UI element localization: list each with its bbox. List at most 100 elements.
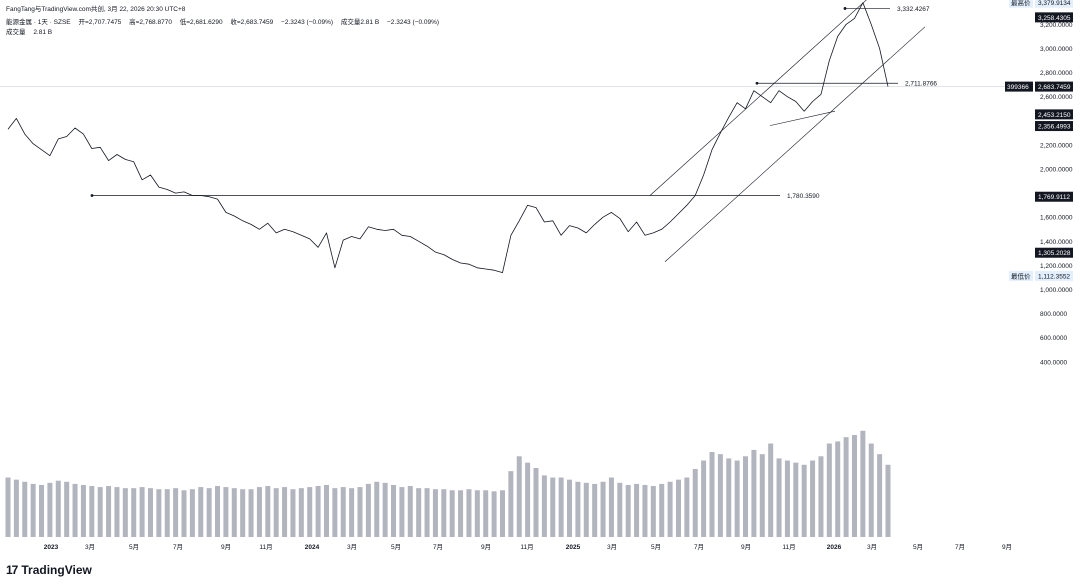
volume-bar bbox=[315, 486, 321, 537]
volume-bar bbox=[240, 489, 246, 537]
time-tick-label: 11月 bbox=[520, 543, 533, 551]
low-value: 低=2,681.6290 bbox=[179, 19, 223, 26]
open-value: 开=2,707.7475 bbox=[78, 19, 122, 26]
volume-bar bbox=[424, 488, 430, 537]
volume-bar bbox=[89, 486, 95, 537]
volume-bar bbox=[516, 456, 522, 537]
volume-bar bbox=[659, 483, 665, 537]
volume-bar bbox=[793, 462, 799, 537]
change-value: −2.3243 (−0.09%) bbox=[281, 19, 334, 26]
price-tick-label: 400.0000 bbox=[1040, 359, 1067, 366]
price-label-prefix-box bbox=[1009, 270, 1033, 281]
price-label-box bbox=[1035, 109, 1073, 120]
volume-bar bbox=[5, 477, 11, 537]
volume-bar bbox=[801, 464, 807, 537]
price-tick-label: 3,000.0000 bbox=[1040, 46, 1073, 53]
price-label: 1,305.2028 bbox=[1038, 250, 1071, 257]
volume-bar bbox=[650, 486, 656, 537]
annotation-dot bbox=[90, 194, 94, 197]
volume-bar bbox=[474, 490, 480, 537]
volume-bar bbox=[357, 487, 363, 537]
volume-bar bbox=[835, 441, 841, 537]
volume-bar bbox=[298, 488, 304, 537]
volume-bar bbox=[290, 489, 296, 537]
volume-bar bbox=[131, 488, 137, 537]
volume-bar bbox=[567, 479, 573, 537]
price-tick-label: 1,200.0000 bbox=[1040, 263, 1073, 270]
time-tick-label: 5月 bbox=[651, 543, 661, 551]
volume-legend: 成交量 2.81 B bbox=[6, 26, 58, 36]
volume-bar bbox=[592, 483, 598, 537]
annotation-label: 3,332.4267 bbox=[897, 6, 930, 13]
volume-bar bbox=[181, 490, 187, 537]
volume-bar bbox=[575, 481, 581, 537]
price-tick-label: 1,400.0000 bbox=[1040, 239, 1073, 246]
volume-bar bbox=[667, 481, 673, 537]
volume-bar bbox=[147, 488, 153, 537]
price-label-box bbox=[1035, 12, 1073, 23]
volume-bar bbox=[382, 482, 388, 537]
price-tick-label: 1,600.0000 bbox=[1040, 215, 1073, 222]
tradingview-footer[interactable]: 17 TradingView bbox=[6, 563, 92, 577]
price-label-prefix: 399366 bbox=[1007, 84, 1029, 91]
volume-bar bbox=[198, 487, 204, 537]
time-tick-label: 7月 bbox=[173, 543, 183, 551]
volume-bar bbox=[684, 477, 690, 537]
time-tick-label: 11月 bbox=[782, 543, 795, 551]
volume-bar bbox=[399, 487, 405, 537]
volume-bar bbox=[726, 458, 732, 537]
volume-bar bbox=[885, 464, 891, 537]
price-tick-label: 2,000.0000 bbox=[1040, 167, 1073, 174]
channel-upper-line bbox=[649, 0, 867, 196]
volume-bar bbox=[550, 477, 556, 537]
volume-bar bbox=[432, 489, 438, 537]
time-tick-label: 5月 bbox=[391, 543, 401, 551]
volume-bar bbox=[458, 490, 464, 537]
price-tick-label: 3,200.0000 bbox=[1040, 22, 1073, 29]
volume-bar bbox=[441, 489, 447, 537]
price-tick-label: 2,600.0000 bbox=[1040, 94, 1073, 101]
close-value: 收=2,683.7459 bbox=[230, 19, 274, 26]
price-label: 3,258.4305 bbox=[1038, 15, 1071, 22]
time-tick-label: 9月 bbox=[481, 543, 491, 551]
volume-bar bbox=[466, 489, 472, 537]
time-tick-label: 7月 bbox=[433, 543, 443, 551]
volume-bar bbox=[64, 481, 70, 537]
time-tick-label: 9月 bbox=[1002, 543, 1012, 551]
time-tick-label: 9月 bbox=[221, 543, 231, 551]
volume-bar bbox=[508, 471, 514, 537]
volume-bar bbox=[273, 488, 279, 537]
price-label-box bbox=[1035, 270, 1073, 281]
volume-bar bbox=[265, 486, 271, 537]
volume-bar bbox=[759, 454, 765, 537]
time-tick-label: 9月 bbox=[741, 543, 751, 551]
price-label: 1,112.3552 bbox=[1038, 273, 1070, 280]
time-tick-label: 2024 bbox=[305, 544, 320, 551]
price-label-box bbox=[1035, 0, 1073, 8]
support-line bbox=[769, 110, 836, 126]
time-tick-label: 3月 bbox=[867, 543, 877, 551]
time-tick-label: 11月 bbox=[259, 543, 272, 551]
volume-bar bbox=[692, 469, 698, 537]
volume-label: 成交量 bbox=[6, 29, 26, 36]
volume-bar bbox=[709, 452, 715, 537]
volume-bar bbox=[525, 462, 531, 537]
author-line: FangTang与TradingView.com共创, 3月 22, 2026 … bbox=[6, 6, 186, 13]
time-tick-label: 5月 bbox=[129, 543, 139, 551]
volume-bar bbox=[340, 487, 346, 537]
volume-bar bbox=[499, 490, 505, 537]
price-label: 1,769.9112 bbox=[1038, 194, 1070, 201]
volume-bar bbox=[768, 443, 774, 537]
price-label-box bbox=[1035, 247, 1073, 258]
volume-bar bbox=[826, 443, 832, 537]
symbol-label[interactable]: 能源金属 · 1天 · SZSE bbox=[6, 19, 71, 26]
price-label-prefix: 最高价 bbox=[1011, 0, 1031, 7]
time-tick-label: 7月 bbox=[694, 543, 704, 551]
tradingview-logo-icon: 17 bbox=[6, 563, 18, 577]
price-tick-label: 2,200.0000 bbox=[1040, 142, 1073, 149]
volume-bar bbox=[491, 491, 497, 537]
volume-bar bbox=[231, 488, 237, 537]
volume-bar bbox=[818, 456, 824, 537]
price-tick-label: 2,800.0000 bbox=[1040, 70, 1073, 77]
